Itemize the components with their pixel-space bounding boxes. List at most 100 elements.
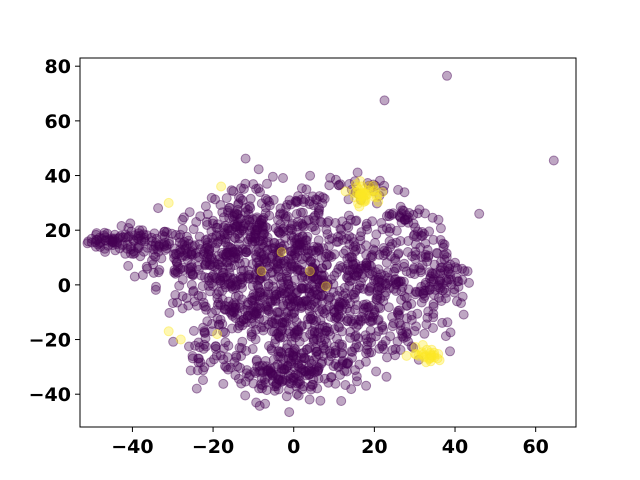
scatter-point-series-0 bbox=[335, 261, 346, 271]
scatter-point-series-0 bbox=[114, 232, 125, 243]
scatter-point-series-0 bbox=[251, 397, 262, 408]
scatter-point-series-0 bbox=[276, 367, 287, 378]
scatter-point-series-0 bbox=[189, 296, 200, 307]
scatter-point-series-0 bbox=[312, 366, 323, 377]
scatter-point-series-0 bbox=[279, 364, 290, 375]
scatter-point-series-0 bbox=[414, 204, 425, 215]
scatter-point-series-0 bbox=[226, 308, 237, 319]
scatter-point-series-0 bbox=[237, 274, 247, 284]
scatter-point-series-0 bbox=[208, 281, 218, 292]
scatter-point-series-0 bbox=[114, 243, 125, 254]
scatter-point-series-1 bbox=[356, 189, 367, 200]
scatter-point-series-0 bbox=[256, 248, 266, 259]
scatter-point-series-0 bbox=[193, 290, 204, 301]
scatter-point-series-0 bbox=[333, 361, 344, 372]
scatter-point-series-0 bbox=[247, 236, 258, 247]
scatter-point-series-0 bbox=[230, 233, 241, 244]
scatter-point-series-0 bbox=[224, 225, 235, 236]
scatter-point-series-0 bbox=[318, 290, 329, 300]
scatter-point-series-0 bbox=[279, 258, 290, 269]
scatter-point-series-0 bbox=[246, 223, 257, 233]
scatter-point-series-0 bbox=[270, 314, 281, 325]
scatter-point-series-0 bbox=[330, 218, 341, 228]
scatter-point-series-0 bbox=[352, 376, 362, 387]
scatter-point-series-0 bbox=[233, 198, 244, 209]
scatter-point-series-0 bbox=[235, 300, 246, 311]
scatter-point-series-0 bbox=[254, 366, 265, 377]
scatter-point-series-0 bbox=[278, 354, 289, 365]
scatter-point-series-0 bbox=[321, 304, 332, 315]
scatter-point-series-0 bbox=[217, 247, 228, 258]
scatter-point-series-0 bbox=[276, 363, 287, 374]
scatter-point-series-0 bbox=[283, 287, 294, 298]
scatter-point-series-0 bbox=[296, 367, 307, 378]
scatter-point-series-0 bbox=[384, 226, 395, 237]
scatter-point-series-0 bbox=[404, 208, 415, 218]
scatter-point-series-0 bbox=[235, 221, 246, 232]
scatter-point-series-0 bbox=[194, 252, 205, 262]
scatter-point-series-0 bbox=[254, 235, 265, 246]
scatter-point-series-0 bbox=[278, 223, 289, 234]
scatter-point-series-0 bbox=[427, 268, 438, 279]
scatter-point-series-0 bbox=[433, 214, 444, 225]
scatter-point-series-0 bbox=[224, 307, 235, 318]
scatter-point-series-0 bbox=[289, 261, 300, 272]
scatter-point-series-0 bbox=[253, 164, 264, 175]
scatter-point-series-0 bbox=[92, 235, 103, 245]
scatter-point-series-0 bbox=[295, 265, 306, 276]
scatter-point-series-0 bbox=[248, 274, 259, 285]
scatter-point-series-0 bbox=[297, 236, 308, 247]
scatter-point-series-0 bbox=[203, 249, 214, 260]
scatter-point-series-0 bbox=[263, 278, 274, 289]
scatter-point-series-0 bbox=[445, 327, 456, 338]
scatter-point-series-0 bbox=[242, 245, 253, 256]
scatter-point-series-0 bbox=[293, 358, 303, 369]
scatter-point-series-0 bbox=[408, 263, 419, 273]
scatter-point-series-0 bbox=[345, 298, 356, 309]
scatter-point-series-0 bbox=[198, 365, 209, 376]
scatter-point-series-0 bbox=[350, 246, 360, 257]
scatter-point-series-0 bbox=[422, 244, 433, 255]
scatter-point-series-0 bbox=[309, 265, 320, 276]
scatter-point-series-0 bbox=[347, 252, 358, 263]
scatter-point-series-0 bbox=[215, 277, 226, 288]
scatter-point-series-0 bbox=[133, 234, 144, 244]
scatter-point-series-0 bbox=[279, 364, 290, 375]
scatter-point-series-0 bbox=[243, 204, 253, 215]
scatter-point-series-0 bbox=[142, 263, 153, 274]
scatter-point-series-0 bbox=[418, 293, 429, 304]
scatter-point-series-0 bbox=[296, 363, 307, 374]
scatter-point-series-0 bbox=[146, 236, 157, 247]
scatter-point-series-0 bbox=[420, 252, 431, 263]
scatter-point-series-0 bbox=[125, 244, 136, 255]
scatter-point-series-0 bbox=[242, 310, 253, 321]
scatter-point-series-0 bbox=[548, 155, 559, 166]
scatter-point-series-0 bbox=[408, 231, 419, 241]
scatter-point-series-0 bbox=[292, 266, 302, 276]
scatter-point-series-0 bbox=[178, 265, 189, 276]
scatter-point-series-0 bbox=[288, 372, 299, 383]
scatter-point-series-0 bbox=[188, 224, 199, 235]
scatter-point-series-0 bbox=[273, 247, 284, 258]
scatter-point-series-0 bbox=[207, 238, 218, 249]
scatter-point-series-0 bbox=[171, 257, 182, 268]
scatter-point-series-1 bbox=[368, 186, 379, 197]
scatter-point-series-0 bbox=[309, 264, 320, 275]
scatter-point-series-0 bbox=[286, 378, 297, 389]
scatter-point-series-0 bbox=[278, 301, 289, 311]
scatter-point-series-0 bbox=[259, 322, 270, 332]
scatter-point-series-0 bbox=[328, 279, 339, 290]
scatter-point-series-0 bbox=[298, 347, 309, 358]
scatter-point-series-0 bbox=[321, 260, 332, 271]
scatter-point-series-0 bbox=[361, 260, 372, 271]
scatter-point-series-1 bbox=[359, 195, 370, 206]
scatter-point-series-0 bbox=[308, 286, 319, 297]
scatter-point-series-0 bbox=[246, 232, 257, 243]
scatter-point-series-0 bbox=[251, 270, 262, 281]
scatter-point-series-0 bbox=[229, 307, 240, 318]
scatter-point-series-1 bbox=[354, 190, 365, 201]
scatter-point-series-0 bbox=[318, 280, 329, 291]
scatter-point-series-0 bbox=[290, 250, 301, 261]
scatter-point-series-0 bbox=[256, 373, 267, 384]
scatter-point-series-0 bbox=[269, 385, 280, 396]
